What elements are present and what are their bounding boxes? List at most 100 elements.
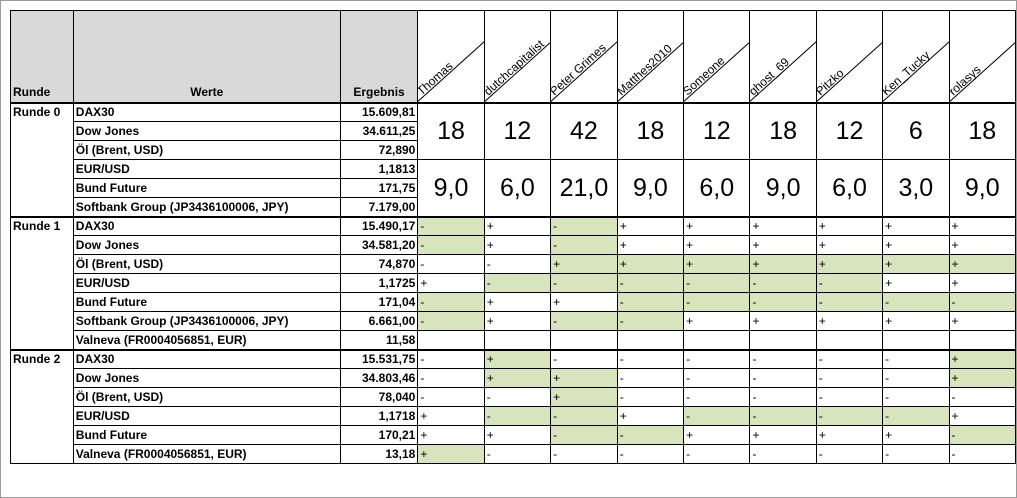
tip-cell[interactable]: - [749, 292, 817, 312]
tip-cell[interactable]: + [948, 235, 1016, 255]
tip-cell[interactable]: + [815, 235, 884, 255]
tip-cell[interactable]: - [683, 292, 751, 312]
header-player[interactable]: ghost_69 [749, 10, 817, 103]
ergebnis-cell[interactable]: 1,1718 [339, 406, 419, 426]
tip-cell[interactable]: - [683, 368, 751, 388]
average-cell[interactable]: 6,0 [483, 159, 552, 217]
ergebnis-cell[interactable]: 170,21 [339, 425, 419, 445]
tip-cell[interactable]: - [417, 215, 485, 236]
score-cell[interactable]: 18 [948, 101, 1016, 160]
tip-cell[interactable]: + [948, 311, 1016, 331]
score-cell[interactable]: 12 [815, 101, 884, 160]
tip-cell[interactable]: - [616, 311, 685, 331]
tip-cell[interactable]: + [683, 425, 751, 445]
tip-cell[interactable]: + [417, 406, 485, 426]
tip-cell[interactable]: + [616, 235, 685, 255]
ergebnis-cell[interactable]: 1,1725 [339, 273, 419, 293]
average-cell[interactable]: 9,0 [749, 159, 817, 217]
tip-cell[interactable] [948, 330, 1016, 350]
score-cell[interactable]: 18 [417, 101, 485, 160]
tip-cell[interactable]: - [749, 348, 817, 369]
tip-cell[interactable]: - [948, 425, 1016, 445]
tip-cell[interactable]: - [550, 444, 618, 464]
ergebnis-cell[interactable]: 15.490,17 [339, 215, 419, 236]
tip-cell[interactable]: - [882, 368, 950, 388]
tip-cell[interactable]: - [550, 406, 618, 426]
werte-cell[interactable]: DAX30 [72, 215, 341, 236]
tip-cell[interactable]: - [550, 273, 618, 293]
tip-cell[interactable]: + [882, 254, 950, 274]
werte-cell[interactable]: EUR/USD [72, 406, 341, 426]
tip-cell[interactable]: - [815, 444, 884, 464]
tip-cell[interactable]: - [882, 406, 950, 426]
tip-cell[interactable]: + [882, 215, 950, 236]
ergebnis-cell[interactable]: 34.581,20 [339, 235, 419, 255]
werte-cell[interactable]: Dow Jones [72, 235, 341, 255]
werte-cell[interactable]: Öl (Brent, USD) [72, 387, 341, 407]
tip-cell[interactable]: + [550, 368, 618, 388]
tip-cell[interactable] [616, 330, 685, 350]
header-player[interactable]: Someone [683, 10, 751, 103]
header-player[interactable]: Pitzko [815, 10, 884, 103]
werte-cell[interactable]: DAX30 [72, 101, 341, 122]
tip-cell[interactable]: - [815, 348, 884, 369]
tip-cell[interactable]: + [749, 235, 817, 255]
average-cell[interactable]: 9,0 [948, 159, 1016, 217]
tip-cell[interactable]: - [483, 406, 552, 426]
tip-cell[interactable]: - [417, 311, 485, 331]
ergebnis-cell[interactable]: 1,1813 [339, 159, 419, 179]
header-player[interactable]: rolasys [948, 10, 1016, 103]
header-player[interactable]: Peter Grimes [550, 10, 618, 103]
tip-cell[interactable]: + [616, 215, 685, 236]
score-cell[interactable]: 18 [616, 101, 685, 160]
tip-cell[interactable]: + [683, 311, 751, 331]
werte-cell[interactable]: Bund Future [72, 178, 341, 198]
werte-cell[interactable]: Bund Future [72, 292, 341, 312]
tip-cell[interactable]: + [483, 368, 552, 388]
tip-cell[interactable]: - [882, 444, 950, 464]
tip-cell[interactable]: + [683, 215, 751, 236]
tip-cell[interactable]: + [616, 406, 685, 426]
tip-cell[interactable]: + [483, 311, 552, 331]
tip-cell[interactable]: - [815, 387, 884, 407]
tip-cell[interactable]: - [483, 387, 552, 407]
tip-cell[interactable]: - [683, 444, 751, 464]
tip-cell[interactable]: - [616, 292, 685, 312]
werte-cell[interactable]: Valneva (FR0004056851, EUR) [72, 444, 341, 464]
tip-cell[interactable]: - [417, 235, 485, 255]
ergebnis-cell[interactable]: 34.611,25 [339, 121, 419, 141]
round-label[interactable]: Runde 1 [10, 215, 74, 350]
tip-cell[interactable]: + [550, 292, 618, 312]
ergebnis-cell[interactable]: 171,04 [339, 292, 419, 312]
score-cell[interactable]: 42 [550, 101, 618, 160]
tip-cell[interactable]: - [749, 444, 817, 464]
average-cell[interactable]: 6,0 [683, 159, 751, 217]
tip-cell[interactable]: + [948, 215, 1016, 236]
tip-cell[interactable] [749, 330, 817, 350]
werte-cell[interactable]: Öl (Brent, USD) [72, 140, 341, 160]
score-cell[interactable]: 18 [749, 101, 817, 160]
tip-cell[interactable]: + [948, 406, 1016, 426]
ergebnis-cell[interactable]: 11,58 [339, 330, 419, 350]
round-label[interactable]: Runde 0 [10, 101, 74, 217]
werte-cell[interactable]: EUR/USD [72, 273, 341, 293]
tip-cell[interactable]: - [616, 348, 685, 369]
tip-cell[interactable]: - [749, 387, 817, 407]
average-cell[interactable]: 21,0 [550, 159, 618, 217]
tip-cell[interactable]: + [483, 235, 552, 255]
tip-cell[interactable]: - [483, 444, 552, 464]
header-player[interactable]: Matthes2010 [616, 10, 685, 103]
tip-cell[interactable]: - [815, 406, 884, 426]
werte-cell[interactable]: Valneva (FR0004056851, EUR) [72, 330, 341, 350]
ergebnis-cell[interactable]: 15.609,81 [339, 101, 419, 122]
tip-cell[interactable]: + [616, 254, 685, 274]
score-cell[interactable]: 12 [683, 101, 751, 160]
ergebnis-cell[interactable]: 78,040 [339, 387, 419, 407]
tip-cell[interactable]: - [749, 406, 817, 426]
werte-cell[interactable]: Softbank Group (JP3436100006, JPY) [72, 311, 341, 331]
tip-cell[interactable]: + [683, 254, 751, 274]
score-cell[interactable]: 6 [882, 101, 950, 160]
tip-cell[interactable]: + [882, 425, 950, 445]
ergebnis-cell[interactable]: 72,890 [339, 140, 419, 160]
tip-cell[interactable]: - [815, 273, 884, 293]
